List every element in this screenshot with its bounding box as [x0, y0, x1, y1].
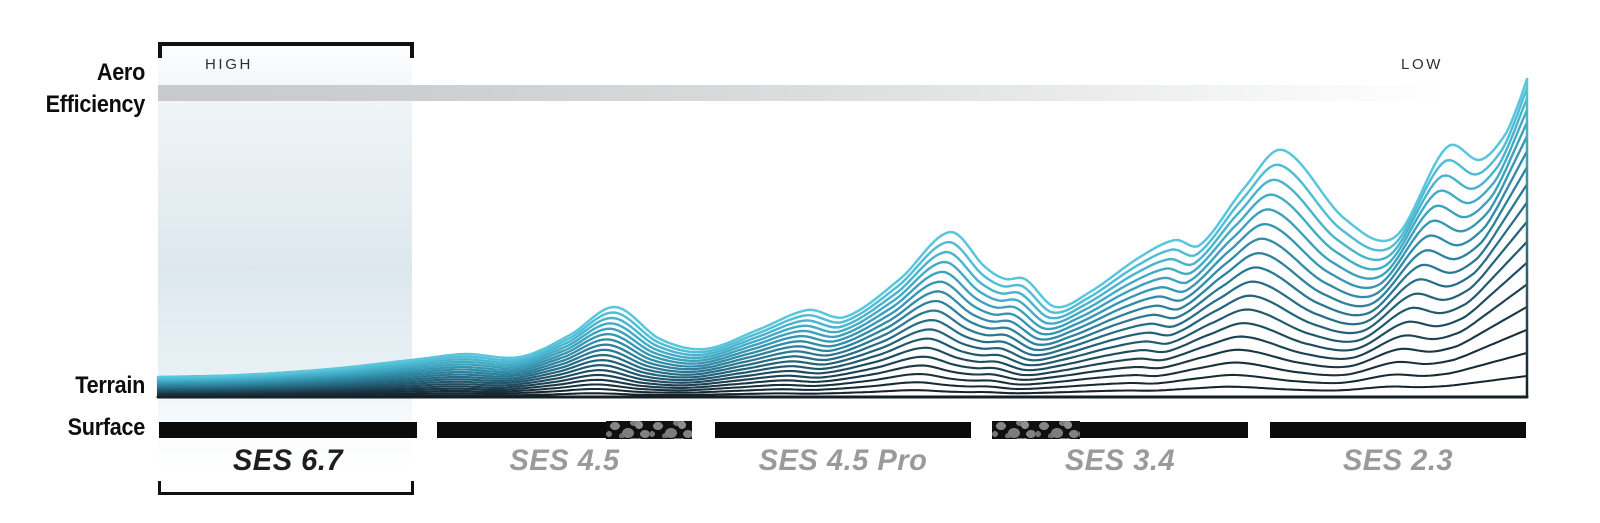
terrain-bar-ses-4-5 — [437, 422, 606, 438]
terrain-surface-label-line1: Terrain — [75, 372, 145, 399]
ses-6-7-bracket — [158, 481, 414, 495]
terrain-bar-ses-6-7 — [159, 422, 417, 438]
high-range-bracket — [158, 42, 414, 58]
ridge-line-12 — [156, 150, 1529, 386]
ridge-line-18 — [156, 77, 1529, 379]
ridge-line-7 — [156, 240, 1529, 391]
terrain-bar-ses-3-4 — [1080, 422, 1248, 438]
ridge-line-14 — [156, 121, 1529, 383]
terrain-bar-ses-2-3 — [1270, 422, 1526, 438]
aero-efficiency-label-line1: Aero — [96, 59, 145, 86]
aero-efficiency-gradient-bar — [158, 85, 1488, 101]
terrain-bar-ses-4-5-pro — [715, 422, 971, 438]
ridge-line-3 — [156, 328, 1529, 396]
aero-efficiency-label-line2: Efficiency — [45, 91, 146, 118]
product-label-ses-2-3: SES 2.3 — [1342, 444, 1454, 477]
ridge-line-15 — [156, 108, 1529, 382]
product-label-ses-6-7: SES 6.7 — [232, 444, 344, 477]
terrain-bar-rough-ses-3-4 — [992, 421, 1080, 439]
ridge-line-2 — [156, 351, 1529, 397]
ridge-line-11 — [156, 166, 1529, 387]
terrain-surface-label-line2: Surface — [67, 414, 146, 441]
ridge-line-17 — [156, 86, 1529, 380]
ridge-line-5 — [156, 283, 1529, 394]
ridge-line-4 — [156, 305, 1529, 395]
product-label-ses-4-5-pro: SES 4.5 Pro — [758, 444, 928, 477]
ridge-line-8 — [156, 220, 1529, 390]
low-label: LOW — [1401, 56, 1443, 73]
product-label-ses-3-4: SES 3.4 — [1064, 444, 1176, 477]
ridge-line-6 — [156, 261, 1529, 393]
ridge-line-10 — [156, 183, 1529, 388]
product-label-ses-4-5: SES 4.5 — [509, 444, 620, 477]
ridge-line-16 — [156, 97, 1529, 381]
ridge-line-1 — [156, 374, 1529, 398]
ses-6-7-highlight-region — [158, 44, 412, 474]
ridge-line-13 — [156, 135, 1529, 385]
ridge-line-9 — [156, 201, 1529, 389]
terrain-bar-rough-ses-4-5 — [606, 421, 692, 439]
high-label: HIGH — [205, 56, 253, 73]
